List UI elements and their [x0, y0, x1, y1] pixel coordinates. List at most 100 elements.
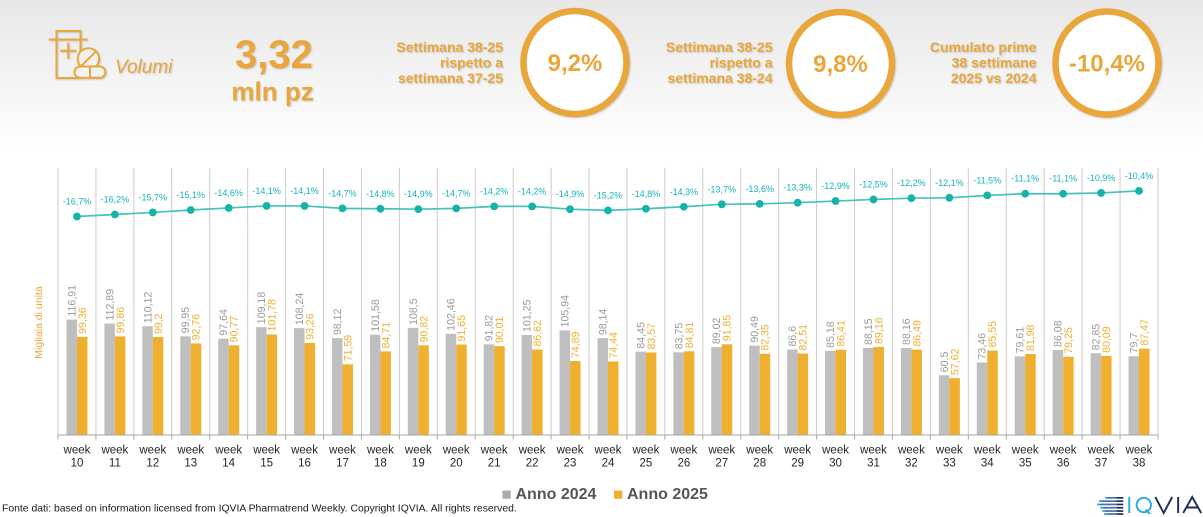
svg-text:-14,9%: -14,9%: [556, 189, 585, 199]
svg-text:90,77: 90,77: [229, 316, 241, 343]
svg-text:88,15: 88,15: [863, 318, 875, 345]
svg-text:mln pz: mln pz: [231, 77, 313, 107]
svg-text:86,08: 86,08: [1053, 320, 1065, 347]
svg-text:57,62: 57,62: [949, 348, 961, 375]
svg-text:week: week: [518, 445, 546, 457]
svg-text:rispetto a: rispetto a: [709, 55, 772, 71]
svg-text:settimana 38-24: settimana 38-24: [667, 70, 772, 86]
svg-text:97,64: 97,64: [218, 309, 230, 336]
svg-text:26: 26: [677, 458, 690, 470]
svg-text:rispetto a: rispetto a: [440, 55, 503, 71]
svg-text:60,5: 60,5: [939, 352, 951, 373]
svg-text:-11,1%: -11,1%: [1049, 174, 1077, 184]
svg-text:90,01: 90,01: [494, 317, 506, 344]
svg-text:-16,7%: -16,7%: [63, 197, 92, 207]
svg-text:84,81: 84,81: [684, 322, 696, 349]
svg-text:22: 22: [526, 458, 539, 470]
svg-text:101,58: 101,58: [370, 299, 382, 332]
svg-text:week: week: [100, 445, 128, 457]
svg-text:-14,6%: -14,6%: [214, 188, 243, 198]
svg-text:-14,3%: -14,3%: [670, 187, 699, 197]
svg-text:84,45: 84,45: [635, 322, 647, 349]
svg-text:93,26: 93,26: [304, 313, 316, 340]
svg-text:11: 11: [109, 458, 121, 470]
svg-text:81,98: 81,98: [1025, 324, 1037, 351]
svg-text:Cumulato prime: Cumulato prime: [930, 39, 1037, 55]
svg-text:35: 35: [1019, 458, 1032, 470]
svg-text:-13,7%: -13,7%: [708, 184, 737, 194]
svg-text:week: week: [138, 445, 166, 457]
svg-text:34: 34: [981, 458, 994, 470]
svg-text:-12,1%: -12,1%: [935, 178, 964, 188]
svg-text:89,16: 89,16: [873, 317, 885, 344]
svg-text:109,18: 109,18: [256, 292, 268, 325]
svg-text:-14,2%: -14,2%: [518, 186, 547, 196]
svg-text:98,14: 98,14: [597, 308, 609, 335]
svg-text:90,49: 90,49: [749, 316, 761, 343]
svg-text:99,36: 99,36: [77, 307, 89, 334]
svg-text:week: week: [404, 445, 432, 457]
svg-text:week: week: [1087, 445, 1115, 457]
svg-text:14: 14: [222, 458, 235, 470]
svg-text:19: 19: [412, 458, 425, 470]
svg-text:89,02: 89,02: [711, 317, 723, 344]
svg-text:-14,7%: -14,7%: [328, 188, 357, 198]
svg-text:98,12: 98,12: [332, 308, 344, 335]
svg-text:-14,1%: -14,1%: [290, 186, 319, 196]
svg-text:-12,5%: -12,5%: [859, 179, 888, 189]
svg-text:3,32: 3,32: [235, 33, 313, 77]
svg-text:week: week: [897, 445, 925, 457]
svg-text:85,55: 85,55: [987, 321, 999, 348]
svg-text:30: 30: [829, 458, 842, 470]
svg-text:week: week: [252, 445, 280, 457]
svg-text:Anno 2025: Anno 2025: [627, 486, 708, 503]
svg-text:week: week: [63, 445, 91, 457]
svg-text:week: week: [1125, 445, 1153, 457]
svg-text:-11,5%: -11,5%: [973, 175, 1001, 185]
svg-text:-10,4%: -10,4%: [1125, 171, 1154, 181]
svg-text:102,46: 102,46: [446, 298, 458, 331]
svg-text:84,71: 84,71: [380, 322, 392, 349]
svg-text:99,86: 99,86: [115, 307, 127, 334]
svg-text:week: week: [859, 445, 887, 457]
svg-text:32: 32: [905, 458, 918, 470]
svg-text:71,59: 71,59: [342, 335, 354, 362]
svg-text:-15,1%: -15,1%: [176, 190, 205, 200]
svg-text:week: week: [821, 445, 849, 457]
svg-text:-16,2%: -16,2%: [101, 194, 130, 204]
svg-text:101,25: 101,25: [522, 300, 534, 333]
svg-text:92,76: 92,76: [191, 314, 203, 341]
svg-text:Settimana 38-25: Settimana 38-25: [396, 39, 503, 55]
svg-text:16: 16: [298, 458, 311, 470]
svg-text:108,24: 108,24: [294, 293, 306, 326]
svg-text:33: 33: [943, 458, 956, 470]
svg-text:38 settimane: 38 settimane: [952, 55, 1037, 71]
svg-text:99,95: 99,95: [180, 307, 192, 334]
svg-text:-13,6%: -13,6%: [745, 184, 774, 194]
svg-text:week: week: [669, 445, 697, 457]
svg-text:37: 37: [1095, 458, 1108, 470]
svg-text:2025 vs 2024: 2025 vs 2024: [951, 70, 1037, 86]
svg-text:13: 13: [184, 458, 197, 470]
svg-text:101,78: 101,78: [267, 299, 279, 332]
svg-text:110,12: 110,12: [142, 292, 154, 324]
svg-text:82,85: 82,85: [1091, 324, 1103, 351]
svg-text:108,5: 108,5: [408, 298, 420, 325]
svg-text:9,8%: 9,8%: [813, 51, 868, 78]
svg-text:week: week: [480, 445, 508, 457]
svg-text:settimana 37-25: settimana 37-25: [398, 70, 503, 86]
svg-text:-12,2%: -12,2%: [897, 178, 926, 188]
svg-text:week: week: [745, 445, 773, 457]
svg-text:80,09: 80,09: [1101, 326, 1113, 353]
svg-text:74,89: 74,89: [570, 331, 582, 358]
svg-text:week: week: [707, 445, 735, 457]
svg-text:Fonte dati: based on informati: Fonte dati: based on information license…: [2, 504, 517, 515]
svg-text:-14,9%: -14,9%: [404, 189, 433, 199]
svg-text:20: 20: [450, 458, 463, 470]
svg-text:99,2: 99,2: [153, 313, 165, 334]
svg-text:week: week: [366, 445, 394, 457]
svg-text:9,2%: 9,2%: [548, 50, 603, 77]
svg-text:-15,2%: -15,2%: [594, 190, 623, 200]
svg-text:-10,4%: -10,4%: [1069, 51, 1145, 78]
svg-text:27: 27: [715, 458, 728, 470]
